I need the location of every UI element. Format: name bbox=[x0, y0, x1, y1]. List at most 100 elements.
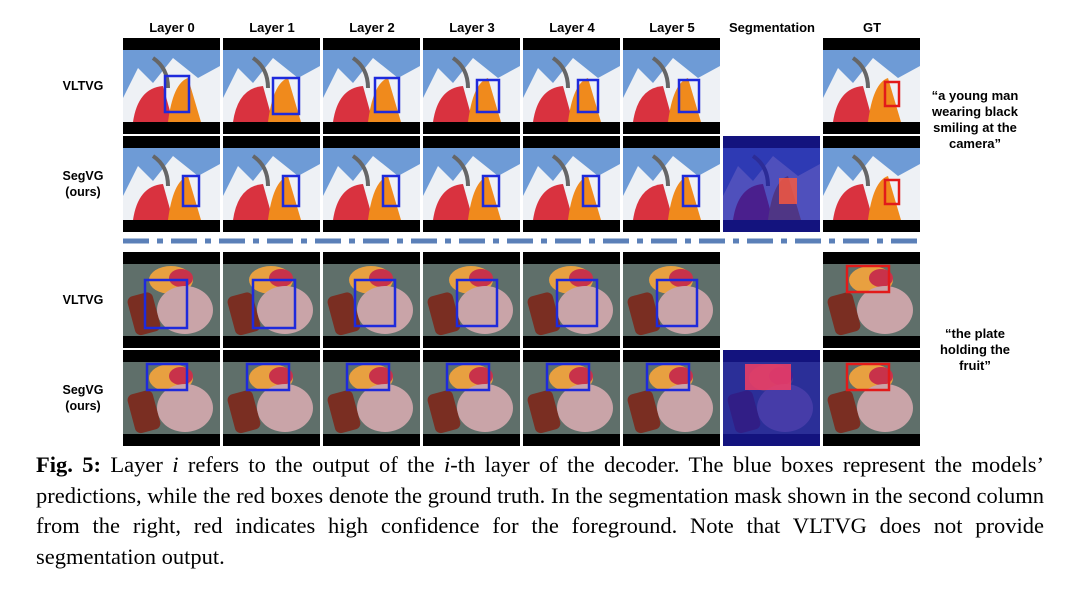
bread bbox=[827, 292, 861, 336]
pred-box bbox=[555, 278, 599, 328]
pred-box bbox=[245, 362, 291, 392]
row-label: SegVG (ours) bbox=[43, 168, 123, 200]
person bbox=[233, 86, 273, 122]
query-text: “the plate holding the fruit” bbox=[939, 326, 1011, 373]
ski bbox=[151, 56, 170, 89]
plate bbox=[557, 286, 613, 334]
plate bbox=[257, 286, 313, 334]
pred-box bbox=[281, 174, 301, 208]
row-note: (ours) bbox=[65, 185, 101, 199]
pred-box bbox=[655, 278, 699, 328]
caption-text: Layer i refers to the output of the i-th… bbox=[36, 452, 1044, 569]
person bbox=[833, 86, 873, 122]
fruit bbox=[869, 367, 893, 385]
fruit bbox=[569, 367, 593, 385]
plate bbox=[357, 384, 413, 432]
column-header: Layer 5 bbox=[649, 20, 695, 35]
column-header: GT bbox=[862, 20, 882, 35]
person bbox=[233, 184, 273, 220]
person bbox=[833, 184, 873, 220]
pred-box bbox=[345, 362, 391, 392]
figure-images bbox=[123, 38, 920, 446]
plate bbox=[157, 384, 213, 432]
ski bbox=[251, 154, 270, 187]
pred-box bbox=[163, 74, 191, 114]
ski bbox=[851, 154, 870, 187]
math-var: i bbox=[172, 452, 179, 477]
plate bbox=[857, 384, 913, 432]
pred-box bbox=[181, 174, 201, 208]
ski bbox=[451, 154, 470, 187]
caption: Fig. 5: Layer i refers to the output of … bbox=[36, 450, 1044, 572]
column-header: Layer 4 bbox=[549, 20, 595, 35]
pred-box bbox=[143, 278, 189, 330]
bread bbox=[527, 292, 561, 336]
seg-hot bbox=[745, 364, 791, 390]
row-name: VLTVG bbox=[62, 293, 104, 307]
person bbox=[333, 86, 373, 122]
pred-box bbox=[145, 362, 189, 392]
plate bbox=[557, 384, 613, 432]
seg-mask bbox=[723, 136, 820, 232]
person bbox=[333, 184, 373, 220]
gt-box bbox=[845, 264, 891, 294]
fruit bbox=[169, 269, 193, 287]
fruit bbox=[869, 269, 893, 287]
row-note: (ours) bbox=[65, 399, 101, 413]
bread bbox=[527, 390, 561, 434]
pred-box bbox=[645, 362, 691, 392]
fruit bbox=[369, 269, 393, 287]
column-header: Layer 2 bbox=[349, 20, 395, 35]
pred-box bbox=[381, 174, 401, 208]
person bbox=[268, 78, 301, 122]
ski bbox=[551, 56, 570, 89]
caption-part: -th layer of the decoder. The blue boxes… bbox=[36, 452, 1044, 569]
column-header: Layer 3 bbox=[449, 20, 495, 35]
plate bbox=[157, 286, 213, 334]
fruit bbox=[469, 367, 493, 385]
row-name: SegVG bbox=[62, 169, 104, 183]
pred-box bbox=[373, 76, 401, 114]
row-label: VLTVG bbox=[43, 292, 123, 308]
fruit bbox=[669, 367, 693, 385]
fruit bbox=[169, 367, 193, 385]
ski bbox=[651, 56, 670, 89]
person bbox=[268, 176, 301, 220]
plate bbox=[657, 384, 713, 432]
column-header: Layer 0 bbox=[149, 20, 195, 35]
person bbox=[433, 184, 473, 220]
ski bbox=[151, 154, 170, 187]
column-header: Layer 1 bbox=[249, 20, 295, 35]
person bbox=[133, 184, 173, 220]
bread bbox=[827, 390, 861, 434]
gt-box bbox=[883, 80, 901, 108]
ski bbox=[451, 56, 470, 89]
pred-box bbox=[677, 78, 701, 114]
bread bbox=[627, 292, 661, 336]
person bbox=[368, 176, 401, 220]
pred-box bbox=[271, 76, 301, 116]
column-header: Segmentation bbox=[729, 20, 815, 35]
person bbox=[633, 86, 673, 122]
plate bbox=[857, 286, 913, 334]
pred-box bbox=[445, 362, 491, 392]
caption-label: Fig. 5: bbox=[36, 452, 101, 477]
person bbox=[433, 86, 473, 122]
pred-box bbox=[251, 278, 297, 330]
person bbox=[633, 184, 673, 220]
person bbox=[568, 176, 601, 220]
gt-box bbox=[883, 178, 901, 206]
ski bbox=[551, 154, 570, 187]
ski bbox=[851, 56, 870, 89]
math-var: i bbox=[444, 452, 451, 477]
gt-box bbox=[845, 362, 891, 392]
ski bbox=[351, 154, 370, 187]
ski bbox=[651, 154, 670, 187]
plate bbox=[457, 384, 513, 432]
pred-box bbox=[475, 78, 501, 114]
caption-part: Layer bbox=[110, 452, 173, 477]
bread bbox=[627, 390, 661, 434]
pred-box bbox=[455, 278, 499, 328]
seg-hot bbox=[779, 178, 797, 204]
bread bbox=[427, 390, 461, 434]
